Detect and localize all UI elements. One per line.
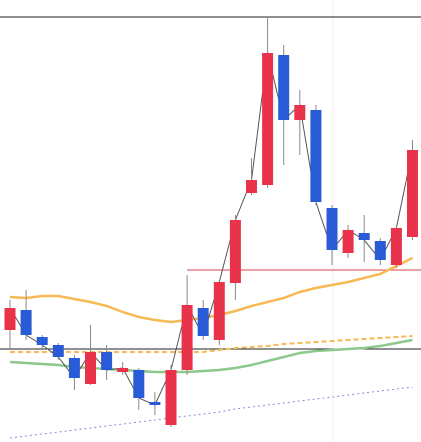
candle-body bbox=[358, 233, 370, 240]
candle-body bbox=[36, 337, 48, 345]
candle-body bbox=[229, 220, 241, 283]
moving-average bbox=[9, 256, 414, 324]
candle-body bbox=[374, 241, 386, 260]
candle-body bbox=[197, 308, 209, 336]
candle-body bbox=[101, 352, 113, 370]
candle-body bbox=[4, 308, 16, 330]
candle-body bbox=[52, 345, 64, 357]
candle-body bbox=[149, 402, 161, 405]
candle-body bbox=[213, 282, 225, 340]
candle-body bbox=[117, 368, 129, 372]
candle-body bbox=[181, 305, 193, 370]
candle-body bbox=[390, 228, 402, 265]
candle-body bbox=[407, 150, 418, 237]
candle-body bbox=[165, 370, 177, 425]
moving-average bbox=[10, 335, 413, 353]
candle-body bbox=[246, 180, 257, 193]
candle-body bbox=[326, 208, 338, 250]
candle-body bbox=[85, 352, 96, 384]
candle-body bbox=[20, 310, 32, 335]
candle-body bbox=[133, 370, 145, 398]
candle-body bbox=[278, 55, 290, 120]
candle-body bbox=[294, 105, 306, 120]
candle-body bbox=[68, 358, 80, 378]
candle-body bbox=[310, 110, 322, 202]
candle-body bbox=[262, 53, 274, 185]
candle-body bbox=[342, 230, 354, 253]
